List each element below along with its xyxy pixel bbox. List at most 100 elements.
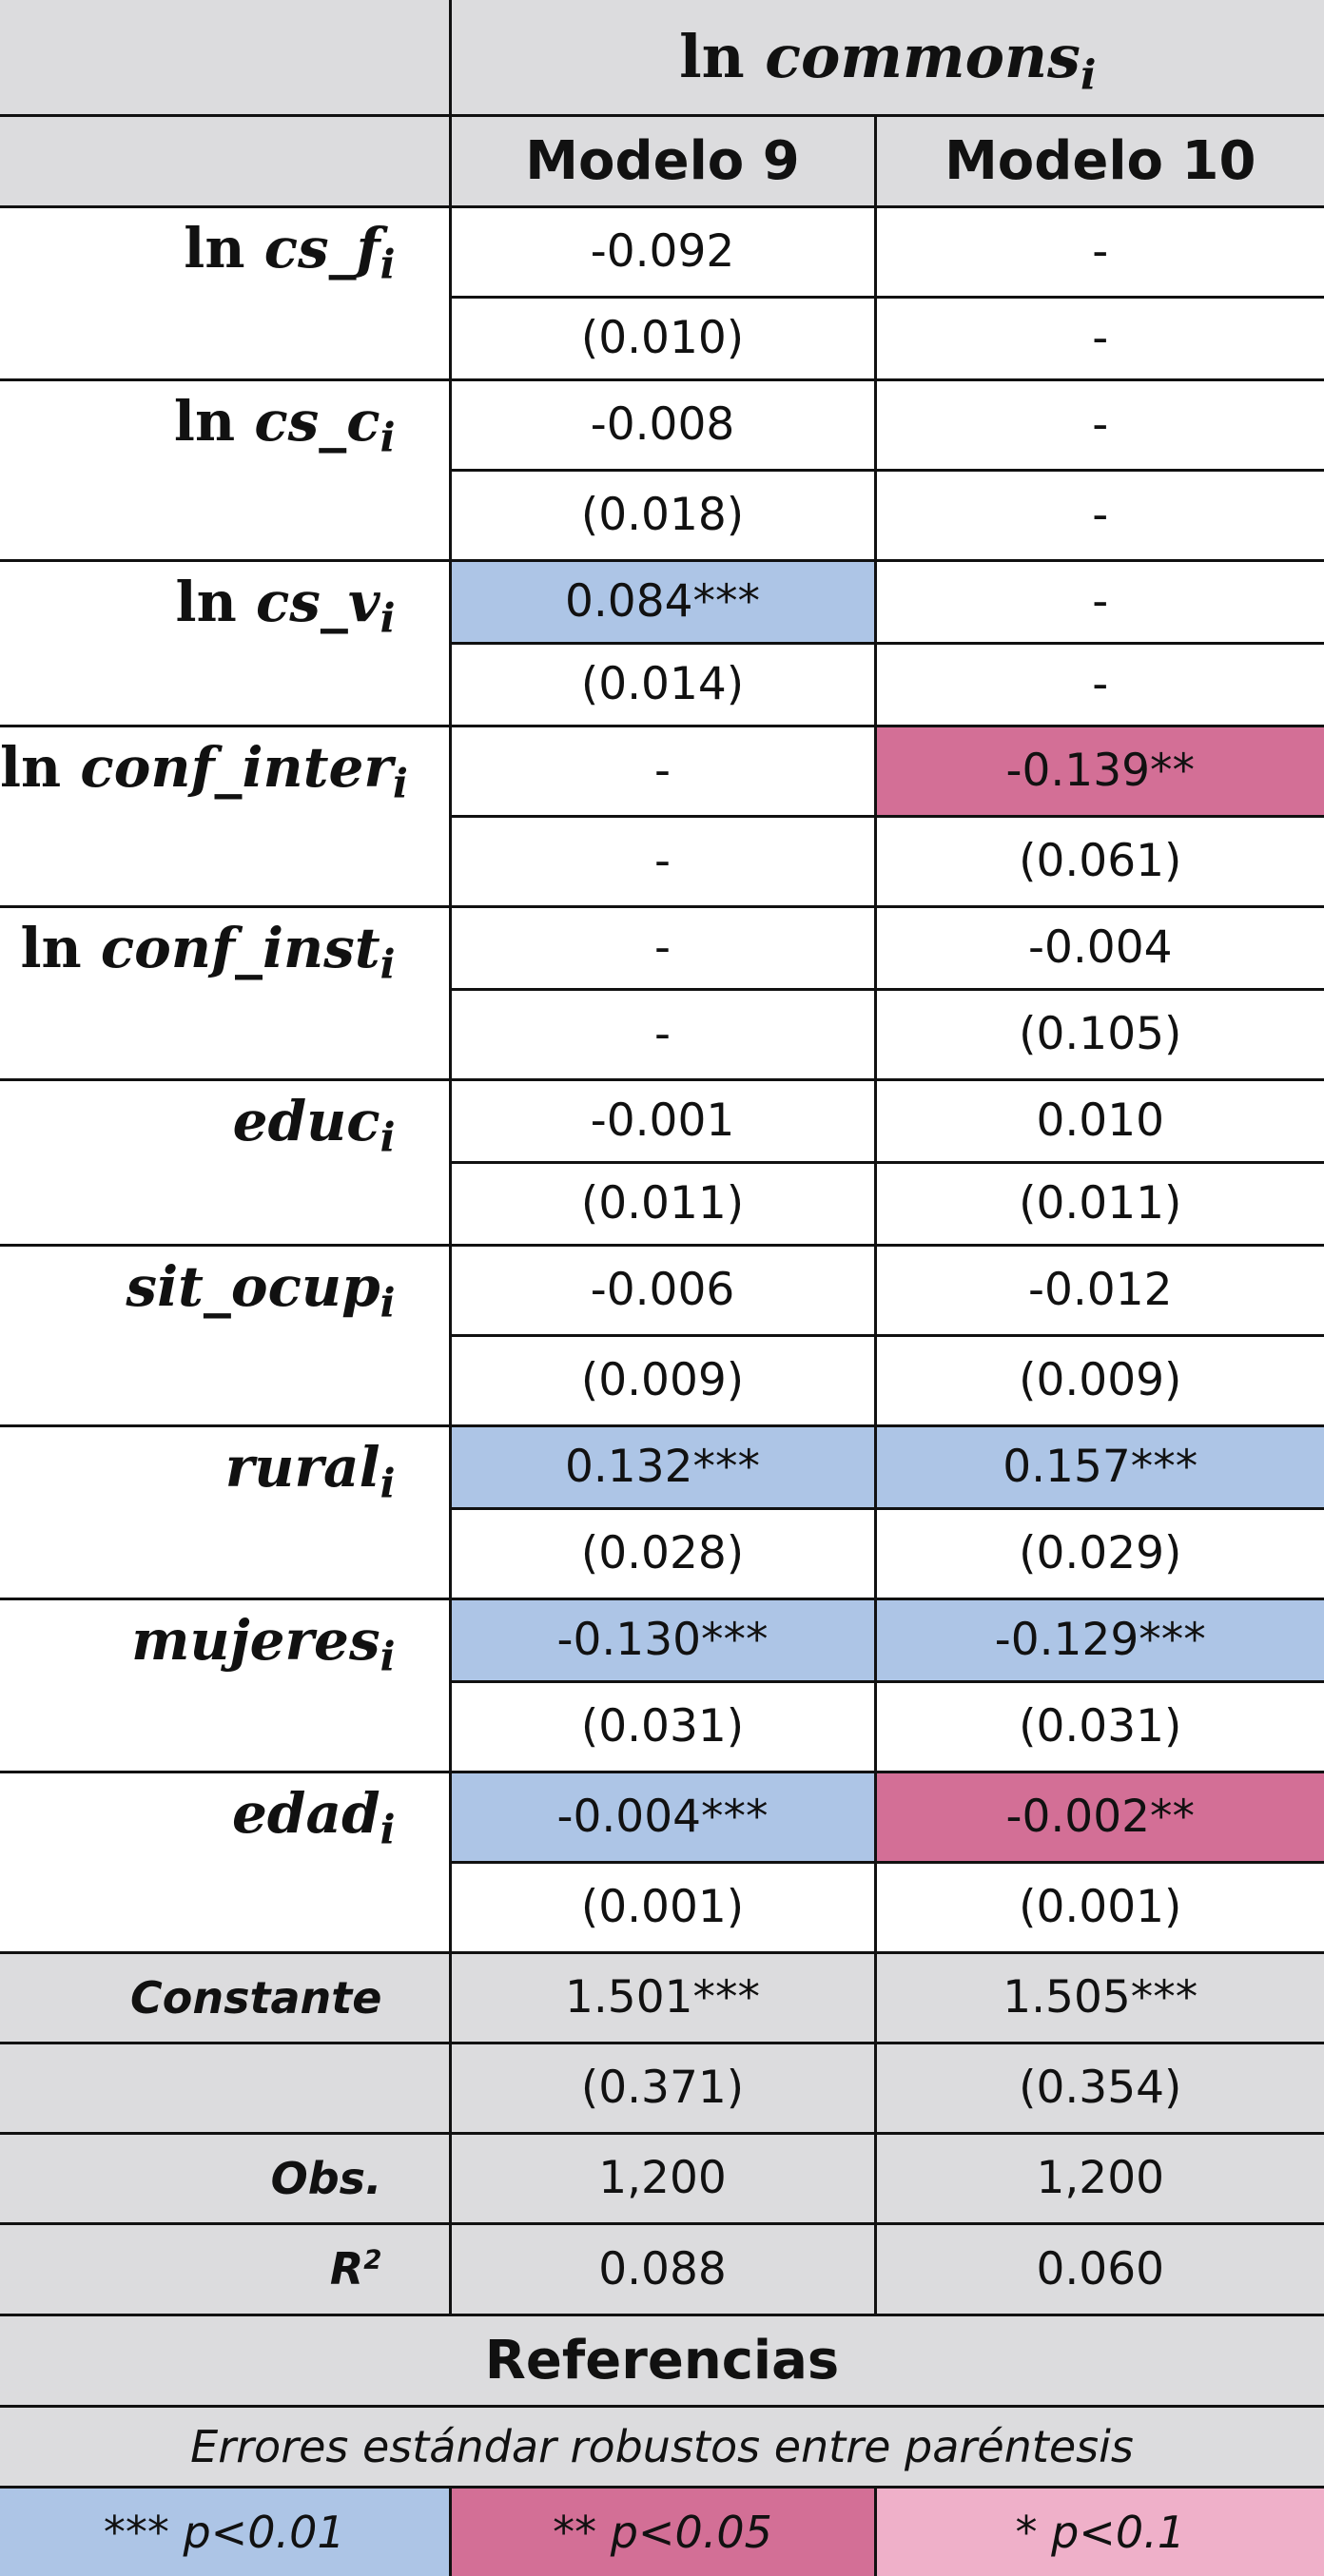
se-cell: (0.001): [450, 1860, 877, 1954]
coef-cell: 0.010: [873, 1077, 1324, 1164]
header-dependent-row: ln commonsi: [0, 0, 1324, 117]
coef-cell: -0.008: [448, 378, 877, 472]
variable-label-cs-v: ln cs_vi: [0, 558, 452, 727]
header-corner-2: [0, 113, 452, 208]
references-note: Errores estándar robustos entre paréntes…: [0, 2404, 1324, 2489]
coef-cell: -0.002**: [873, 1770, 1324, 1864]
variable-label-edad: edadi: [0, 1770, 452, 1954]
coef-row-sit-ocup: sit_ocupi -0.006 -0.012: [0, 1243, 1324, 1427]
variable-label-cs-c: ln cs_ci: [0, 378, 452, 562]
coef-row-mujeres: mujeresi -0.130*** -0.129***: [0, 1597, 1324, 1773]
variable-label-cs-f: ln cs_fi: [0, 204, 452, 381]
variable-label-conf-inter: ln conf_interi: [0, 724, 452, 908]
se-row-mujeres: (0.031) (0.031): [0, 1679, 1324, 1773]
coef-cell: 1.501***: [448, 1950, 877, 2044]
references-title-row: Referencias: [0, 2313, 1324, 2408]
coef-cell: 0.132***: [448, 1424, 877, 1510]
se-cell: (0.001): [873, 1860, 1324, 1954]
coef-cell: -: [873, 558, 1324, 645]
constant-row: Constante 1.501*** 1.505***: [0, 1950, 1324, 2044]
model-10-header: Modelo 10: [873, 113, 1324, 208]
coef-cell: -: [873, 204, 1324, 299]
coef-row-conf-inst: ln conf_insti - -0.004: [0, 904, 1324, 1081]
se-row-conf-inter: - (0.061): [0, 814, 1324, 908]
coef-cell: -0.130***: [448, 1597, 877, 1683]
variable-label-conf-inst: ln conf_insti: [0, 904, 452, 1081]
coef-row-rural: rurali 0.132*** 0.157***: [0, 1424, 1324, 1600]
legend-p01: * p<0.1: [873, 2485, 1324, 2576]
coef-cell: 1.505***: [873, 1950, 1324, 2044]
coef-cell: -0.012: [873, 1243, 1324, 1337]
obs-row: Obs. 1,200 1,200: [0, 2131, 1324, 2225]
se-cell: (0.011): [873, 1160, 1324, 1247]
r2-cell: 0.060: [873, 2221, 1324, 2316]
constant-se-label: [0, 2041, 452, 2135]
obs-cell: 1,200: [448, 2131, 877, 2225]
variable-label-educ: educi: [0, 1077, 452, 1247]
se-row-sit-ocup: (0.009) (0.009): [0, 1333, 1324, 1427]
legend-p001: *** p<0.01: [0, 2485, 452, 2576]
coef-cell: -0.004***: [448, 1770, 877, 1864]
dependent-variable-header: ln commonsi: [448, 0, 1324, 117]
se-cell: (0.018): [450, 468, 877, 562]
constant-se-row: (0.371) (0.354): [0, 2041, 1324, 2135]
obs-label: Obs.: [0, 2131, 452, 2225]
coef-row-conf-inter: ln conf_interi - -0.139**: [0, 724, 1324, 908]
se-row-edad: (0.001) (0.001): [0, 1860, 1324, 1954]
coef-cell: -0.139**: [873, 724, 1324, 818]
se-cell: -: [873, 295, 1324, 381]
references-note-row: Errores estándar robustos entre paréntes…: [0, 2404, 1324, 2489]
header-corner: [0, 0, 452, 117]
coef-row-cs-c: ln cs_ci -0.008 -: [0, 378, 1324, 562]
coef-row-edad: edadi -0.004*** -0.002**: [0, 1770, 1324, 1954]
se-cell: -: [450, 814, 877, 908]
se-cell: (0.354): [873, 2041, 1324, 2135]
coef-cell: -0.001: [448, 1077, 877, 1164]
se-cell: (0.011): [450, 1160, 877, 1247]
se-row-rural: (0.028) (0.029): [0, 1506, 1324, 1600]
se-cell: (0.009): [873, 1333, 1324, 1427]
se-cell: (0.031): [450, 1679, 877, 1773]
se-row-cs-v: (0.014) -: [0, 641, 1324, 727]
coef-cell: -0.129***: [873, 1597, 1324, 1683]
coef-cell: -: [448, 724, 877, 818]
se-row-cs-c: (0.018) -: [0, 468, 1324, 562]
coef-cell: -0.092: [448, 204, 877, 299]
model-9-header: Modelo 9: [448, 113, 877, 208]
coef-cell: -: [873, 378, 1324, 472]
se-cell: (0.105): [873, 987, 1324, 1081]
references-title: Referencias: [0, 2313, 1324, 2408]
se-cell: (0.031): [873, 1679, 1324, 1773]
legend-row: *** p<0.01 ** p<0.05 * p<0.1: [0, 2485, 1324, 2576]
legend-p005: ** p<0.05: [448, 2485, 877, 2576]
se-row-cs-f: (0.010) -: [0, 295, 1324, 381]
coef-cell: -0.004: [873, 904, 1324, 991]
se-cell: -: [873, 468, 1324, 562]
header-models-row: Modelo 9 Modelo 10: [0, 113, 1324, 208]
variable-label-rural: rurali: [0, 1424, 452, 1600]
se-cell: (0.029): [873, 1506, 1324, 1600]
se-cell: (0.009): [450, 1333, 877, 1427]
se-cell: -: [450, 987, 877, 1081]
se-cell: (0.061): [873, 814, 1324, 908]
coef-row-cs-v: ln cs_vi 0.084*** -: [0, 558, 1324, 727]
coef-row-cs-f: ln cs_fi -0.092 -: [0, 204, 1324, 381]
se-row-conf-inst: - (0.105): [0, 987, 1324, 1081]
coef-cell: -0.006: [448, 1243, 877, 1337]
se-row-educ: (0.011) (0.011): [0, 1160, 1324, 1247]
se-cell: -: [873, 641, 1324, 727]
r2-row: R2 0.088 0.060: [0, 2221, 1324, 2316]
variable-label-mujeres: mujeresi: [0, 1597, 452, 1773]
se-cell: (0.371): [448, 2041, 877, 2135]
coef-row-educ: educi -0.001 0.010: [0, 1077, 1324, 1247]
coef-cell: 0.157***: [873, 1424, 1324, 1510]
se-cell: (0.010): [450, 295, 877, 381]
se-cell: (0.028): [450, 1506, 877, 1600]
obs-cell: 1,200: [873, 2131, 1324, 2225]
se-cell: (0.014): [450, 641, 877, 727]
coef-cell: -: [448, 904, 877, 991]
variable-label-sit-ocup: sit_ocupi: [0, 1243, 452, 1427]
coef-cell: 0.084***: [448, 558, 877, 645]
constant-label: Constante: [0, 1950, 452, 2044]
